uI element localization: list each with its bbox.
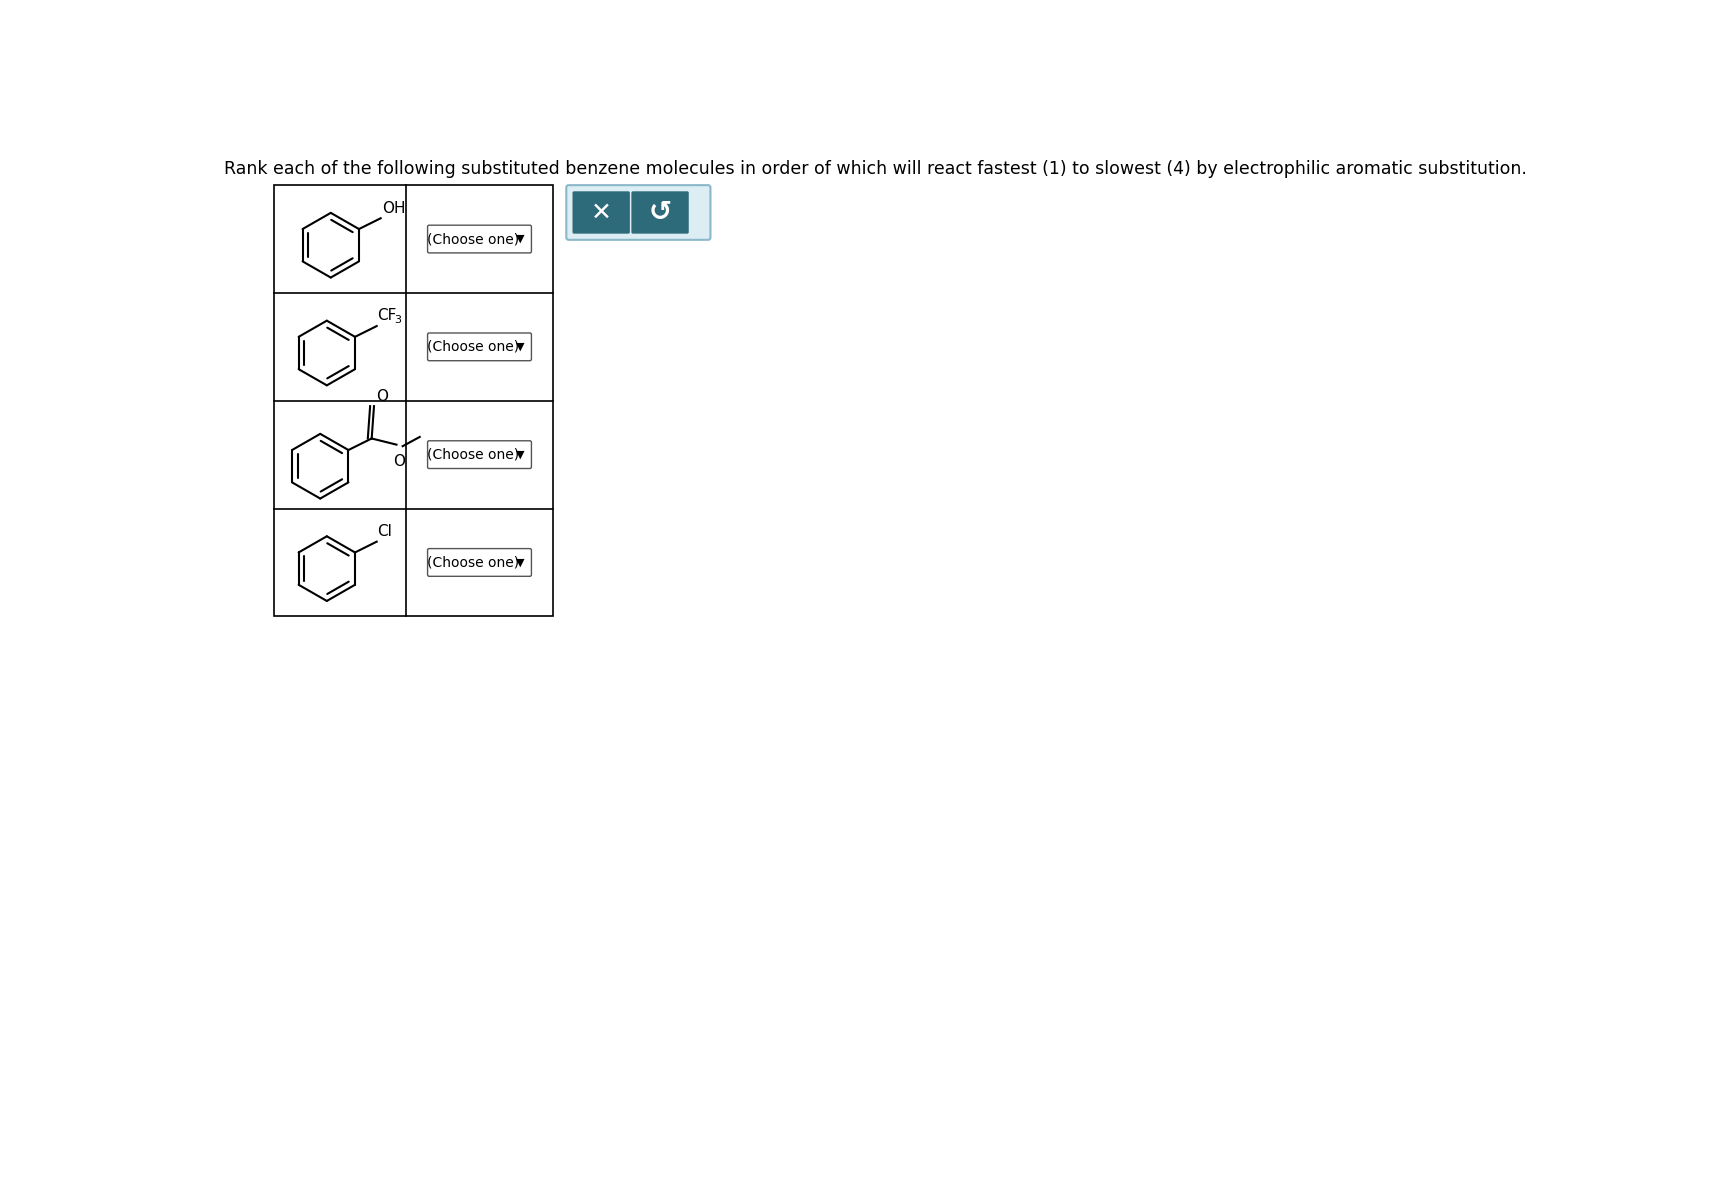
Text: (Choose one): (Choose one) <box>427 447 520 462</box>
Text: Rank each of the following substituted benzene molecules in order of which will : Rank each of the following substituted b… <box>223 159 1526 177</box>
FancyBboxPatch shape <box>567 186 710 240</box>
Text: ▼: ▼ <box>517 557 525 568</box>
Bar <box>275 186 553 616</box>
Text: Cl: Cl <box>377 525 392 539</box>
Text: ↺: ↺ <box>648 199 672 226</box>
Text: O: O <box>377 389 389 403</box>
Text: O: O <box>394 453 406 469</box>
Text: ▼: ▼ <box>517 342 525 352</box>
Text: (Choose one): (Choose one) <box>427 340 520 353</box>
Text: OH: OH <box>382 201 406 215</box>
Text: ▼: ▼ <box>517 234 525 244</box>
Text: ✕: ✕ <box>591 200 612 225</box>
FancyBboxPatch shape <box>427 549 532 576</box>
Text: 3: 3 <box>394 315 401 325</box>
Text: (Choose one): (Choose one) <box>427 556 520 570</box>
FancyBboxPatch shape <box>427 440 532 469</box>
FancyBboxPatch shape <box>631 192 689 233</box>
Text: ▼: ▼ <box>517 450 525 459</box>
Text: (Choose one): (Choose one) <box>427 232 520 246</box>
FancyBboxPatch shape <box>427 333 532 361</box>
Text: CF: CF <box>377 308 397 322</box>
FancyBboxPatch shape <box>572 192 629 233</box>
FancyBboxPatch shape <box>427 225 532 253</box>
